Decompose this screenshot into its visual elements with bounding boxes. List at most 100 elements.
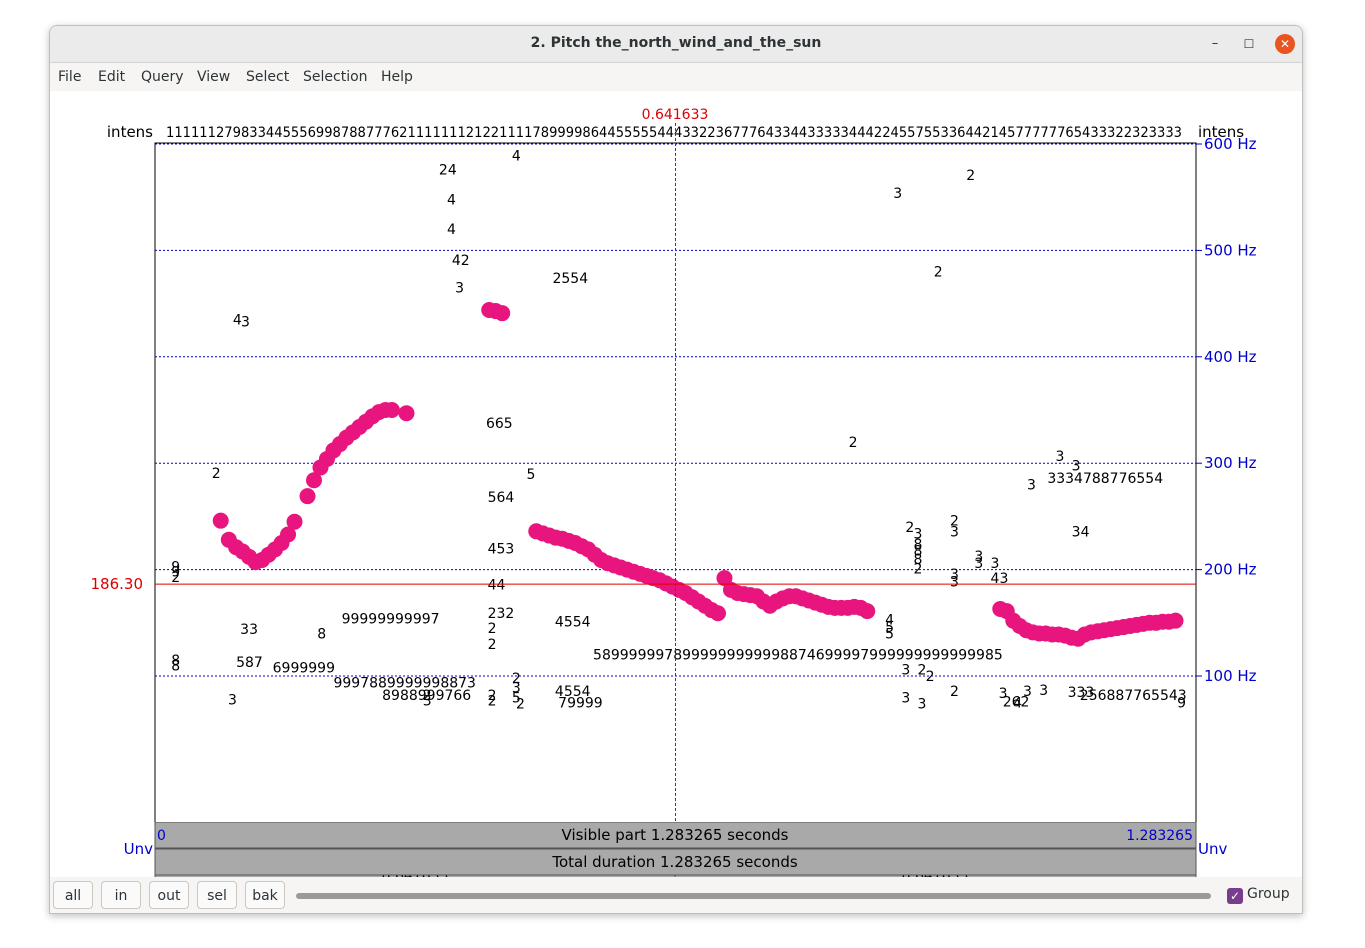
pitch-candidate: 3 — [901, 663, 910, 679]
pitch-plot[interactable]: 0.641633 intens intens 11111127983344555… — [50, 91, 1302, 888]
y-tick-label-600: 600 Hz — [1204, 135, 1257, 153]
group-checkbox[interactable]: ✓ — [1227, 888, 1243, 904]
pitch-candidate: 3 — [913, 526, 922, 542]
menu-select[interactable]: Select — [246, 69, 290, 85]
pitch-candidate: 9 — [1177, 696, 1186, 712]
pitch-candidate: 665 — [486, 416, 513, 432]
pitch-candidate: 5899999978999999999998874699997999999999… — [593, 648, 1003, 664]
zoom-back-button[interactable]: bak — [245, 881, 285, 909]
pitch-candidate: 3 — [950, 524, 959, 540]
y-tick-label-400: 400 Hz — [1204, 348, 1257, 366]
pitch-candidate: 5 — [527, 467, 536, 483]
pitch-point — [716, 570, 733, 587]
pitch-candidate: 2 — [423, 688, 432, 704]
menu-bar: File Edit Query View Select Selection He… — [50, 63, 1302, 91]
pitch-candidate: 9 — [171, 559, 180, 575]
pitch-candidate: 8 — [317, 626, 326, 642]
maximize-icon[interactable]: ☐ — [1243, 37, 1255, 51]
pitch-candidate: 3 — [1072, 458, 1081, 474]
pitch-candidate: 2 — [926, 669, 935, 685]
zoom-in-button[interactable]: in — [101, 881, 141, 909]
pitch-candidate: 3 — [974, 549, 983, 565]
pitch-candidate: 2 — [488, 688, 497, 704]
pitch-candidate: 3 — [918, 697, 927, 713]
pitch-candidate: 4 — [447, 222, 456, 238]
title-bar[interactable]: 2. Pitch the_north_wind_and_the_sun – ☐ … — [50, 26, 1302, 63]
pitch-candidate: 8 — [913, 543, 922, 559]
horizontal-scrollbar[interactable] — [296, 893, 1211, 899]
close-icon[interactable]: ✕ — [1275, 34, 1295, 54]
menu-view[interactable]: View — [197, 69, 231, 85]
pitch-canvas[interactable]: 0.641633 intens intens 11111127983344555… — [50, 91, 1302, 888]
pitch-candidate: 3 — [1039, 683, 1048, 699]
pitch-candidate: 8 — [913, 552, 922, 568]
pitch-candidate: 4 — [885, 613, 894, 629]
cursor-time-label: 0.641633 — [642, 107, 709, 123]
pitch-candidate: 2554 — [552, 271, 588, 287]
visible-part-panel[interactable] — [154, 822, 1197, 849]
pitch-candidate: 2 — [950, 514, 959, 530]
pitch-candidate: 2 — [966, 168, 975, 184]
pitch-candidate: 5 — [512, 690, 521, 706]
pitch-point — [709, 605, 726, 622]
zoom-out-button[interactable]: out — [149, 881, 189, 909]
pitch-candidate: 453 — [488, 541, 515, 557]
pitch-candidate: 3 — [974, 556, 983, 572]
pitch-candidate: 2 — [905, 520, 914, 536]
intensity-digits: 1111112798334455569987887776211111112122… — [166, 125, 1182, 141]
total-duration-panel[interactable] — [154, 848, 1197, 876]
zoom-selection-button[interactable]: sel — [197, 881, 237, 909]
menu-query[interactable]: Query — [141, 69, 184, 85]
pitch-candidate: 43 — [991, 571, 1009, 587]
pitch-candidate: 24 — [439, 163, 457, 179]
pitch-candidate: 5 — [885, 620, 894, 636]
pitch-candidate: 9997889999998873 — [333, 675, 476, 691]
pitch-candidate: 3 — [228, 692, 237, 708]
pitch-point — [286, 513, 303, 530]
pitch-candidate: 2 — [488, 637, 497, 653]
pitch-candidate: 2 — [512, 671, 521, 687]
pitch-point — [398, 405, 415, 422]
pitch-point — [1167, 612, 1184, 629]
pitch-candidate: 3 — [950, 567, 959, 583]
intens-label-right: intens — [1198, 123, 1244, 141]
visible-part-label: Visible part 1.283265 seconds — [562, 826, 789, 844]
pitch-candidate: 8 — [913, 537, 922, 553]
window-title: 2. Pitch the_north_wind_and_the_sun — [530, 35, 822, 51]
all-button[interactable]: all — [53, 881, 93, 909]
pitch-candidate: 6999999 — [273, 660, 335, 676]
pitch-point — [383, 402, 400, 418]
visible-start: 0 — [157, 828, 166, 844]
menu-edit[interactable]: Edit — [98, 69, 126, 85]
pitch-candidate: 4554 — [555, 615, 591, 631]
pitch-candidate: 3 — [950, 574, 959, 590]
pitch-point — [299, 488, 316, 505]
pitch-candidate: 3334788776554 — [1047, 471, 1163, 487]
time-panels: 0 1.283265 Visible part 1.283265 seconds… — [154, 822, 1197, 876]
pitch-candidate: 2 — [171, 570, 180, 586]
y-tick-label-100: 100 Hz — [1204, 667, 1257, 685]
menu-file[interactable]: File — [58, 69, 82, 85]
pitch-candidate: 34 — [1072, 524, 1090, 540]
pitch-candidate: 4 — [1013, 696, 1022, 712]
pitch-candidate: 2 — [849, 435, 858, 451]
pitch-candidate: 99999999997 — [342, 612, 440, 628]
pitch-candidate: 3 — [1023, 684, 1032, 700]
y-tick-label-500: 500 Hz — [1204, 241, 1257, 259]
pitch-candidate: 3 — [991, 556, 1000, 572]
cursor: 186.30 — [91, 123, 1196, 887]
minimize-icon[interactable]: – — [1211, 36, 1219, 51]
pitch-candidate: 4 — [447, 192, 456, 208]
pitch-point — [859, 603, 876, 620]
praat-pitch-window: 2. Pitch the_north_wind_and_the_sun – ☐ … — [49, 25, 1303, 914]
menu-selection[interactable]: Selection — [303, 69, 368, 85]
pitch-candidate: 3 — [241, 315, 250, 331]
unv-label-right: Unv — [1198, 840, 1227, 858]
pitch-candidate: 2 — [950, 684, 959, 700]
visible-end: 1.283265 — [1126, 828, 1193, 844]
menu-help[interactable]: Help — [381, 69, 413, 85]
cursor-hz-label: 186.30 — [91, 575, 144, 593]
pitch-point — [305, 472, 322, 489]
pitch-candidate: 3 — [455, 281, 464, 297]
pitch-track — [212, 301, 1184, 647]
